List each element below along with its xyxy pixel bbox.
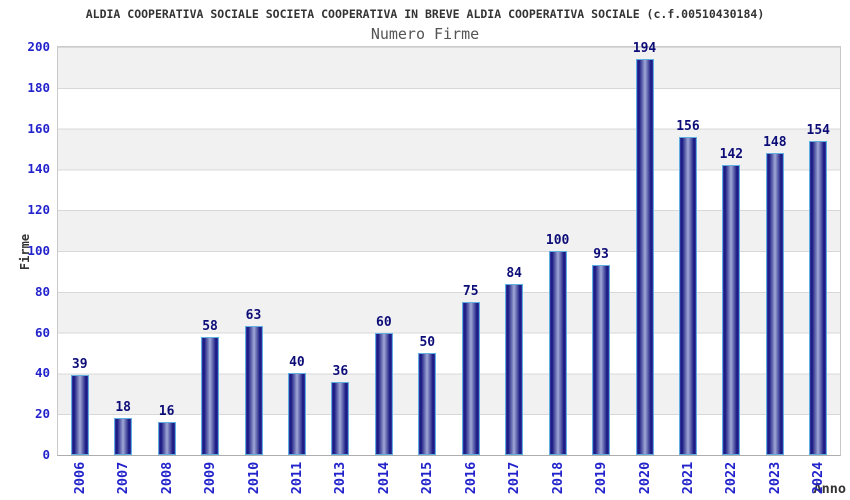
bar-value-2008: 16 [158, 404, 175, 419]
y-tick-100: 100 [27, 243, 50, 258]
bar-2022 [722, 165, 741, 455]
bar-value-2019: 93 [593, 247, 609, 262]
bar-value-2024: 154 [806, 123, 831, 138]
bar-2008 [157, 422, 176, 455]
y-tick-140: 140 [27, 161, 50, 177]
x-tick-2006: 2006 [71, 461, 88, 495]
x-tick-2010: 2010 [245, 461, 262, 495]
bar-value-2016: 75 [462, 284, 479, 299]
bar-2009 [201, 337, 220, 455]
bar-2017 [505, 284, 524, 455]
bar-2015 [418, 353, 437, 455]
bar-2011 [287, 373, 306, 455]
x-tick-2013: 2013 [332, 461, 349, 495]
x-tick-2018: 2018 [549, 461, 566, 495]
bar-2010 [244, 326, 263, 455]
x-tick-2024: 2024 [810, 461, 827, 495]
y-tick-20: 20 [34, 406, 50, 422]
x-tick-2015: 2015 [419, 461, 436, 495]
bar-value-2014: 60 [376, 315, 392, 330]
y-tick-80: 80 [34, 283, 50, 299]
x-tick-2008: 2008 [158, 461, 175, 495]
bar-value-2011: 40 [289, 355, 305, 370]
bar-value-2023: 148 [763, 135, 787, 150]
bar-2014 [374, 333, 393, 455]
bar-value-2022: 142 [719, 147, 744, 162]
plot-area: 39 18 16 58 63 40 36 60 50 75 84 100 93 194 156 142 148 1… [57, 42, 841, 456]
bar-value-2020: 194 [632, 41, 657, 56]
bar-2006 [70, 375, 89, 455]
chart-title: ALDIA COOPERATIVA SOCIALE SOCIETA COOPER… [85, 7, 765, 21]
bar-2021 [678, 137, 697, 455]
bar-2013 [331, 382, 350, 455]
bar-value-2009: 58 [202, 319, 218, 334]
x-tick-2009: 2009 [202, 461, 219, 495]
bar-2007 [114, 418, 133, 455]
y-tick-200: 200 [27, 39, 50, 54]
x-tick-2022: 2022 [723, 461, 740, 495]
bar-2023 [765, 153, 784, 455]
x-tick-2016: 2016 [462, 461, 479, 495]
bar-value-2013: 36 [332, 364, 349, 379]
bar-2016 [461, 302, 480, 455]
x-tick-2014: 2014 [375, 461, 392, 495]
x-tick-2021: 2021 [679, 461, 696, 495]
y-tick-160: 160 [27, 120, 50, 136]
bar-value-2010: 63 [245, 308, 262, 323]
y-tick-120: 120 [27, 202, 50, 218]
bar-value-2021: 156 [676, 119, 700, 134]
y-tick-60: 60 [34, 324, 50, 340]
x-axis-label: Anno [813, 481, 846, 497]
x-tick-2017: 2017 [506, 461, 523, 495]
bar-value-2007: 18 [115, 400, 131, 415]
x-tick-2020: 2020 [636, 461, 653, 495]
chart-subtitle: Numero Firme [370, 25, 480, 43]
x-tick-2019: 2019 [593, 461, 610, 495]
bar-2018 [548, 251, 567, 455]
x-tick-2011: 2011 [288, 461, 305, 495]
bar-value-2017: 84 [506, 266, 522, 281]
bar-2019 [592, 265, 611, 455]
bar-value-2018: 100 [545, 233, 570, 248]
y-tick-180: 180 [27, 79, 50, 95]
bar-value-2006: 39 [71, 357, 88, 372]
bar-2020 [635, 59, 654, 455]
x-tick-2007: 2007 [115, 461, 132, 495]
bar-2024 [809, 141, 828, 455]
x-tick-2023: 2023 [766, 461, 783, 495]
y-tick-40: 40 [34, 365, 50, 381]
bar-value-2015: 50 [419, 335, 436, 350]
y-tick-0: 0 [42, 447, 50, 462]
